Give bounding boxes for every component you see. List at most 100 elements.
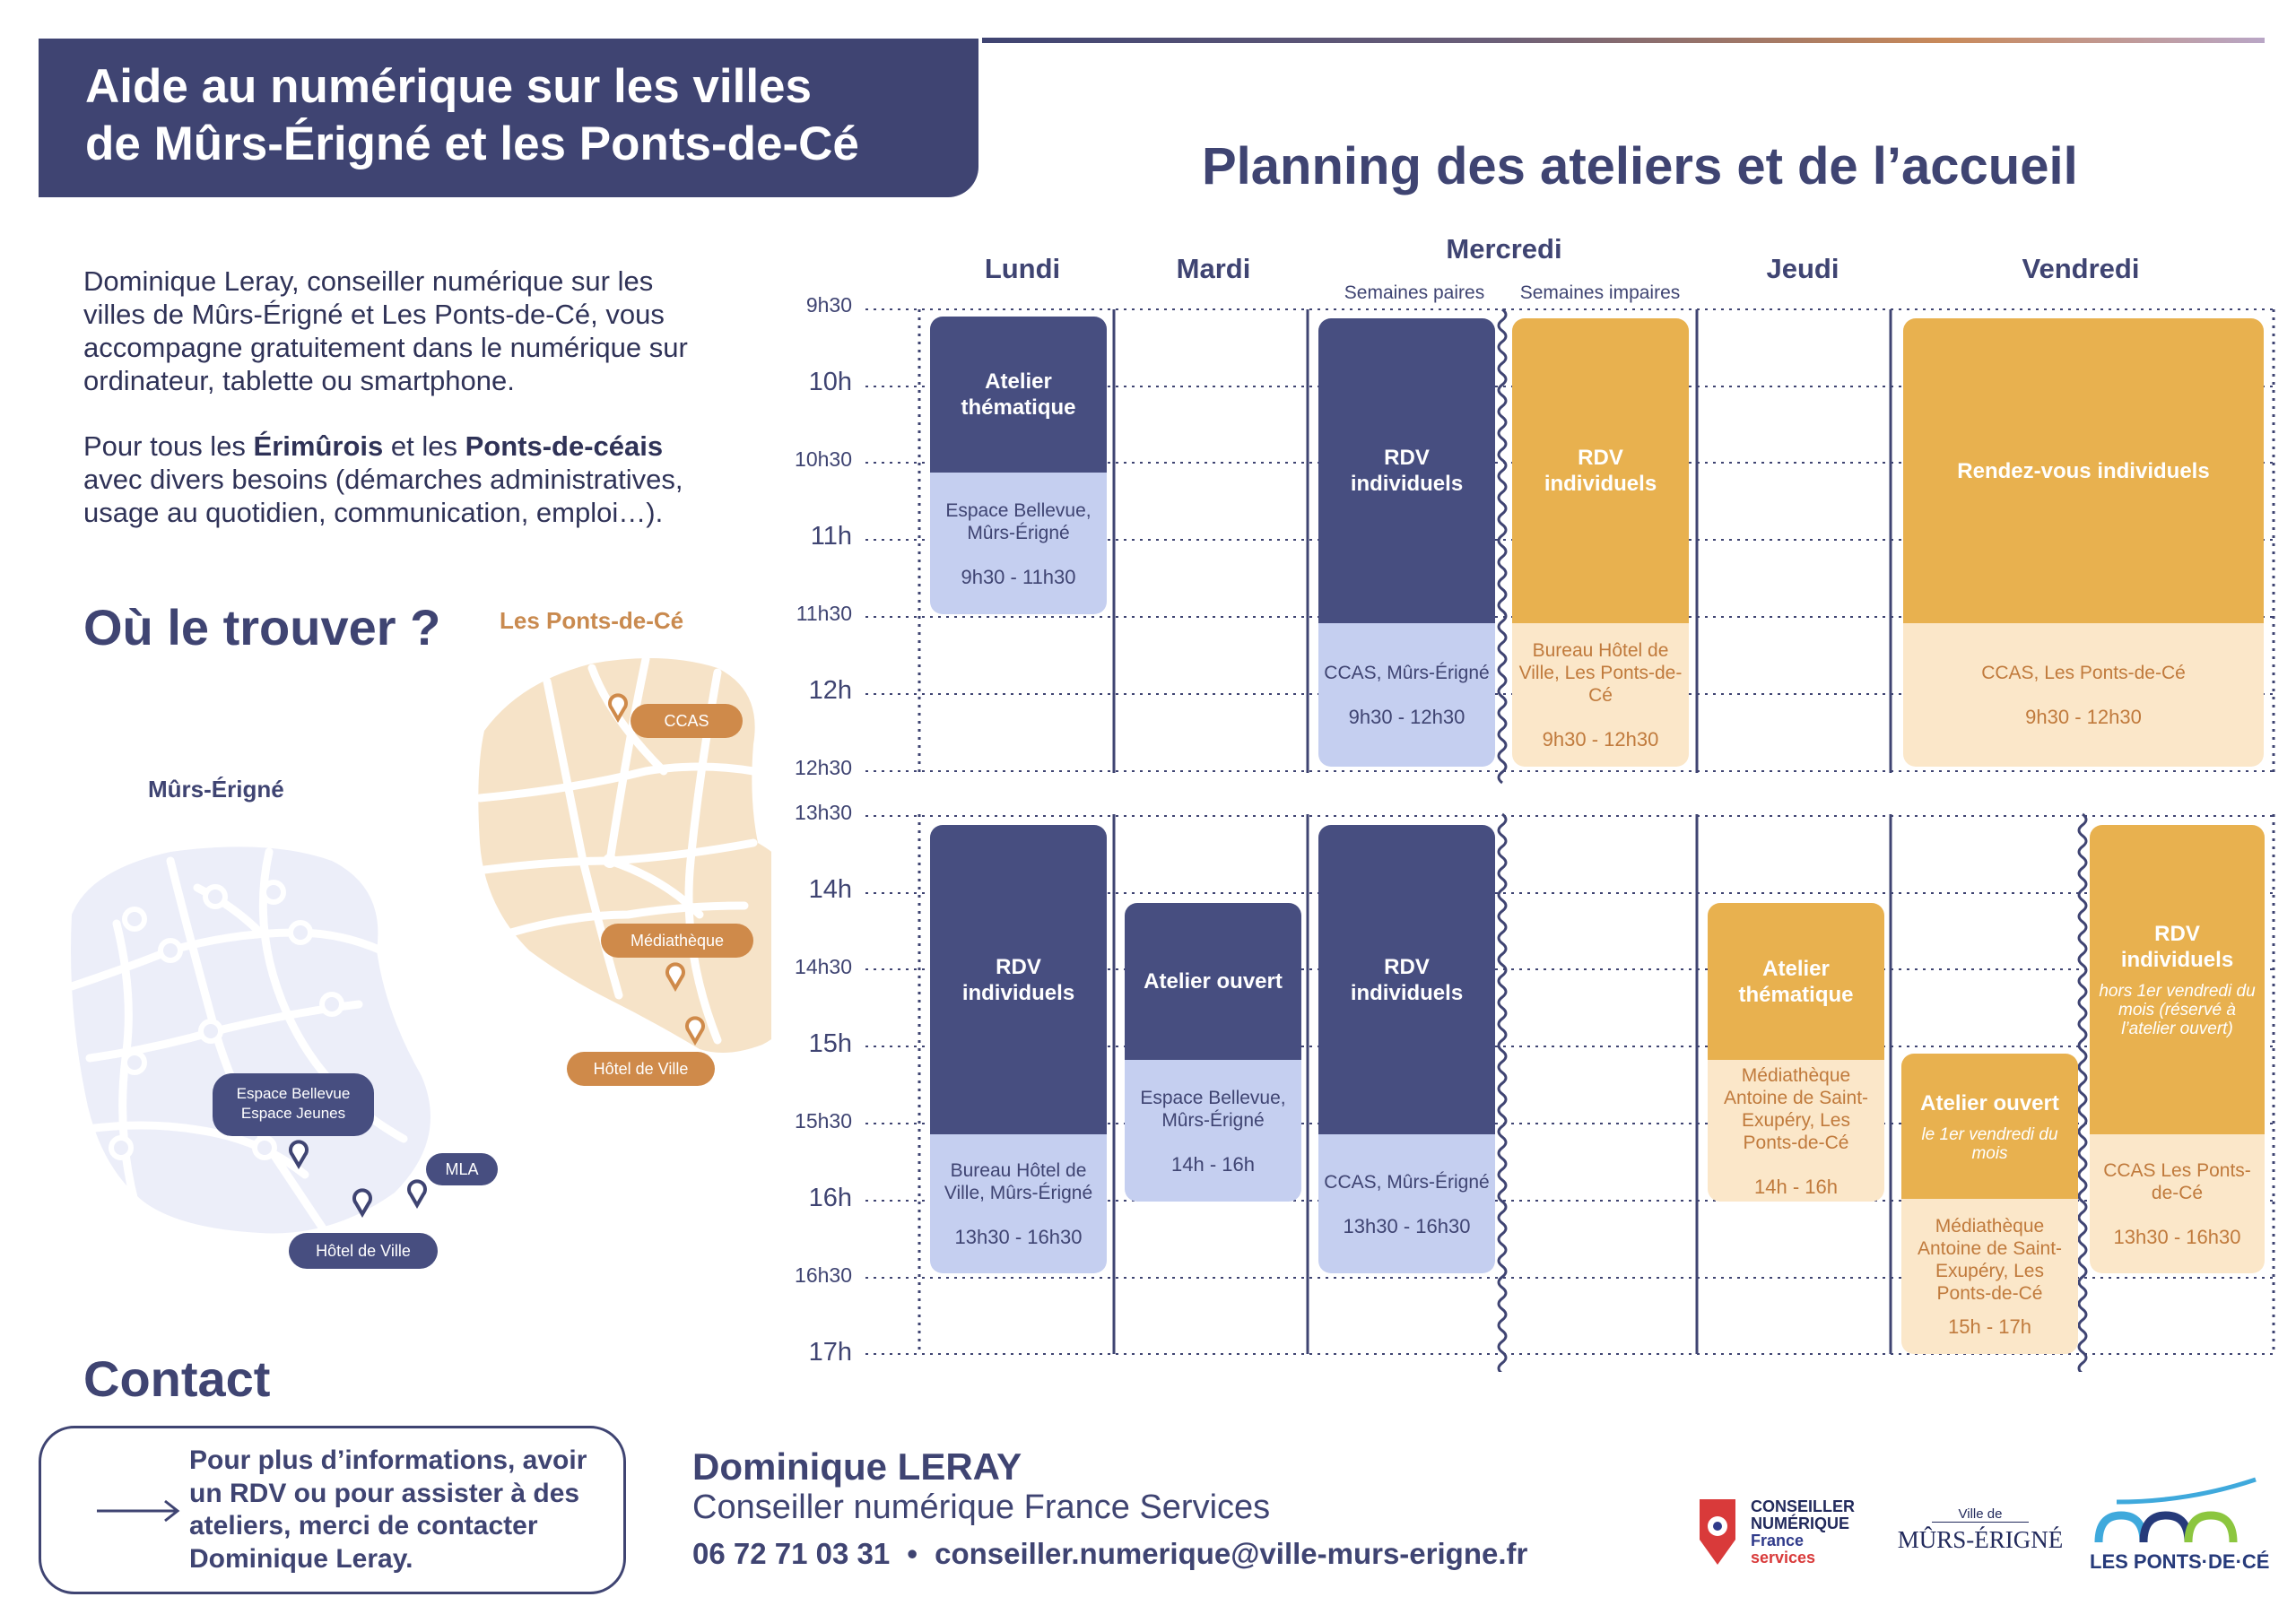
card-place: CCAS, Mûrs-Érigné — [1324, 1171, 1490, 1193]
time-label: 11h — [810, 522, 852, 551]
card-jeudi-apres-midi: Atelier thématique Médiathèque Antoine d… — [1708, 903, 1884, 1202]
mercredi-sub-impaires: Semaines impaires — [1519, 282, 1681, 303]
card-details: Bureau Hôtel de Ville, Les Ponts-de-Cé 9… — [1512, 623, 1689, 767]
card-title: Atelier ouvert — [1125, 903, 1301, 1060]
map-title-murs: Mûrs-Érigné — [148, 776, 284, 803]
title-line-2: de Mûrs-Érigné et les Ponts-de-Cé — [85, 117, 859, 170]
pin-label-ccas: CCAS — [631, 704, 743, 738]
day-header-vendredi: Vendredi — [2022, 253, 2140, 284]
arrow-right-icon — [97, 1499, 180, 1523]
card-lundi-matin: Atelier thématique Espace Bellevue, Mûrs… — [930, 317, 1107, 614]
pin-label-line: Espace Bellevue — [236, 1085, 351, 1102]
time-label: 11h30 — [796, 602, 852, 625]
card-time: 9h30 - 12h30 — [2025, 706, 2142, 728]
card-title: RDV individuels — [1318, 825, 1495, 1134]
time-label: 16h30 — [795, 1263, 852, 1287]
map-title-ponts: Les Ponts-de-Cé — [500, 607, 684, 634]
card-title: RDV individuels hors 1er vendredi du moi… — [2090, 825, 2265, 1134]
header-accent-line — [982, 38, 2265, 43]
cn-line: services — [1751, 1549, 1816, 1567]
time-label: 10h — [808, 368, 852, 396]
card-time: 13h30 - 16h30 — [1343, 1214, 1471, 1237]
card-time: 14h - 16h — [1171, 1152, 1255, 1176]
intro-text-part: avec divers besoins (démarches administr… — [83, 464, 683, 528]
card-title: Atelier ouvert le 1er vendredi du mois — [1901, 1054, 2078, 1199]
card-place: Espace Bellevue, Mûrs-Érigné — [1140, 1087, 1286, 1131]
pin-label-hotel-ville-ponts: Hôtel de Ville — [567, 1052, 715, 1086]
time-label: 9h30 — [805, 293, 852, 317]
contact-role: Conseiller numérique France Services — [692, 1488, 1271, 1526]
ponts-de-ce-logo: LES PONTS·DE·CÉ — [2090, 1475, 2269, 1583]
contact-name: Dominique LERAY — [692, 1445, 1022, 1488]
intro-paragraph-2: Pour tous les Érimûrois et les Ponts-de-… — [83, 430, 711, 529]
card-title: Rendez-vous individuels — [1903, 318, 2264, 623]
map-pin-icon — [352, 1188, 372, 1218]
grid-wavy-divider — [1497, 308, 1508, 785]
card-details: CCAS, Mûrs-Érigné 13h30 - 16h30 — [1318, 1134, 1495, 1273]
schedule: Lundi Mardi Mercredi Semaines paires Sem… — [780, 224, 2296, 1372]
day-header-mercredi: Mercredi — [1446, 233, 1562, 265]
card-vendredi-atelier-ouvert: Atelier ouvert le 1er vendredi du mois M… — [1901, 1054, 2078, 1354]
card-mercredi-apres-midi: RDV individuels CCAS, Mûrs-Érigné 13h30 … — [1318, 825, 1495, 1273]
time-label: 13h30 — [795, 801, 852, 824]
card-vendredi-rdv: RDV individuels hors 1er vendredi du moi… — [2090, 825, 2265, 1273]
card-details: Médiathèque Antoine de Saint-Exupéry, Le… — [1708, 1060, 1884, 1202]
grid-wavy-divider — [2077, 812, 2088, 1372]
card-title-text: RDV individuels — [2120, 922, 2234, 972]
contact-separator: • — [907, 1537, 918, 1570]
card-time: 13h30 - 16h30 — [954, 1226, 1083, 1248]
time-label: 17h — [808, 1338, 852, 1367]
card-note: hors 1er vendredi du mois (réservé à l’a… — [2099, 982, 2256, 1038]
shield-logo-icon — [1700, 1499, 1735, 1565]
map-pin-icon — [608, 693, 628, 723]
contact-email[interactable]: conseiller.numerique@ville-murs-erigne.f… — [935, 1537, 1528, 1570]
ponts-logo-text: LES PONTS·DE·CÉ — [2090, 1550, 2270, 1573]
location-maps: Les Ponts-de-Cé Mûrs-Érigné CCAS Médiath… — [36, 592, 771, 1291]
card-details: Espace Bellevue, Mûrs-Érigné 14h - 16h — [1125, 1060, 1301, 1202]
ponts-logo-arches-icon — [2094, 1477, 2257, 1543]
card-time: 13h30 - 16h30 — [2113, 1226, 2241, 1248]
time-label: 15h — [808, 1029, 852, 1058]
card-time: 15h - 17h — [1948, 1315, 2031, 1338]
cn-line: France — [1751, 1532, 1805, 1549]
card-place: Médiathèque Antoine de Saint-Exupéry, Le… — [1917, 1216, 2063, 1304]
card-details: Médiathèque Antoine de Saint-Exupéry, Le… — [1901, 1199, 2078, 1354]
card-title: RDV individuels — [1318, 318, 1495, 623]
map-pin-icon — [289, 1140, 309, 1169]
time-label: 14h — [808, 875, 852, 904]
pin-label-mediatheque: Médiathèque — [601, 924, 753, 958]
card-title-text: Atelier ouvert — [1920, 1090, 2059, 1115]
map-pin-icon — [685, 1016, 705, 1046]
pin-label-hotel-ville-murs: Hôtel de Ville — [289, 1233, 438, 1269]
map-pin-icon — [665, 962, 685, 992]
murs-logo-small: Ville de — [1931, 1506, 2030, 1523]
day-header-mardi: Mardi — [1176, 253, 1251, 284]
murs-erigne-logo: Ville de MÛRS-ÉRIGNÉ — [1891, 1506, 2070, 1560]
where-title: Où le trouver ? — [83, 599, 441, 655]
card-time: 14h - 16h — [1754, 1175, 1838, 1198]
intro-text: Dominique Leray, conseiller numérique su… — [83, 265, 711, 561]
card-title: RDV individuels — [1512, 318, 1689, 623]
card-place: Bureau Hôtel de Ville, Mûrs-Érigné — [944, 1160, 1093, 1203]
card-place: CCAS, Mûrs-Érigné — [1324, 663, 1490, 683]
card-place: Bureau Hôtel de Ville, Les Ponts-de-Cé — [1518, 640, 1683, 706]
contact-box: Pour plus d’informations, avoir un RDV o… — [39, 1426, 626, 1594]
card-title: Atelier thématique — [930, 317, 1107, 473]
murs-logo-big: MÛRS-ÉRIGNÉ — [1897, 1526, 2064, 1553]
time-label: 12h — [808, 676, 852, 705]
card-details: Espace Bellevue, Mûrs-Érigné 9h30 - 11h3… — [930, 473, 1107, 614]
intro-text-part: et les — [383, 430, 465, 462]
time-label: 16h — [808, 1184, 852, 1212]
intro-paragraph-1: Dominique Leray, conseiller numérique su… — [83, 265, 688, 396]
cn-line: CONSEILLER — [1751, 1497, 1856, 1515]
card-details: CCAS, Mûrs-Érigné 9h30 - 12h30 — [1318, 623, 1495, 767]
card-title: RDV individuels — [930, 825, 1107, 1134]
pin-label-line: Espace Jeunes — [240, 1105, 346, 1122]
pin-label-mla: MLA — [426, 1153, 498, 1185]
pin-label-espace-bellevue: Espace Bellevue Espace Jeunes — [213, 1073, 374, 1136]
mercredi-sub-paires: Semaines paires — [1344, 282, 1485, 303]
card-place: Espace Bellevue, Mûrs-Érigné — [945, 499, 1091, 543]
contact-phone[interactable]: 06 72 71 03 31 — [692, 1537, 891, 1570]
card-mardi-apres-midi: Atelier ouvert Espace Bellevue, Mûrs-Éri… — [1125, 903, 1301, 1202]
planning-title: Planning des ateliers et de l’accueil — [1202, 137, 2078, 195]
